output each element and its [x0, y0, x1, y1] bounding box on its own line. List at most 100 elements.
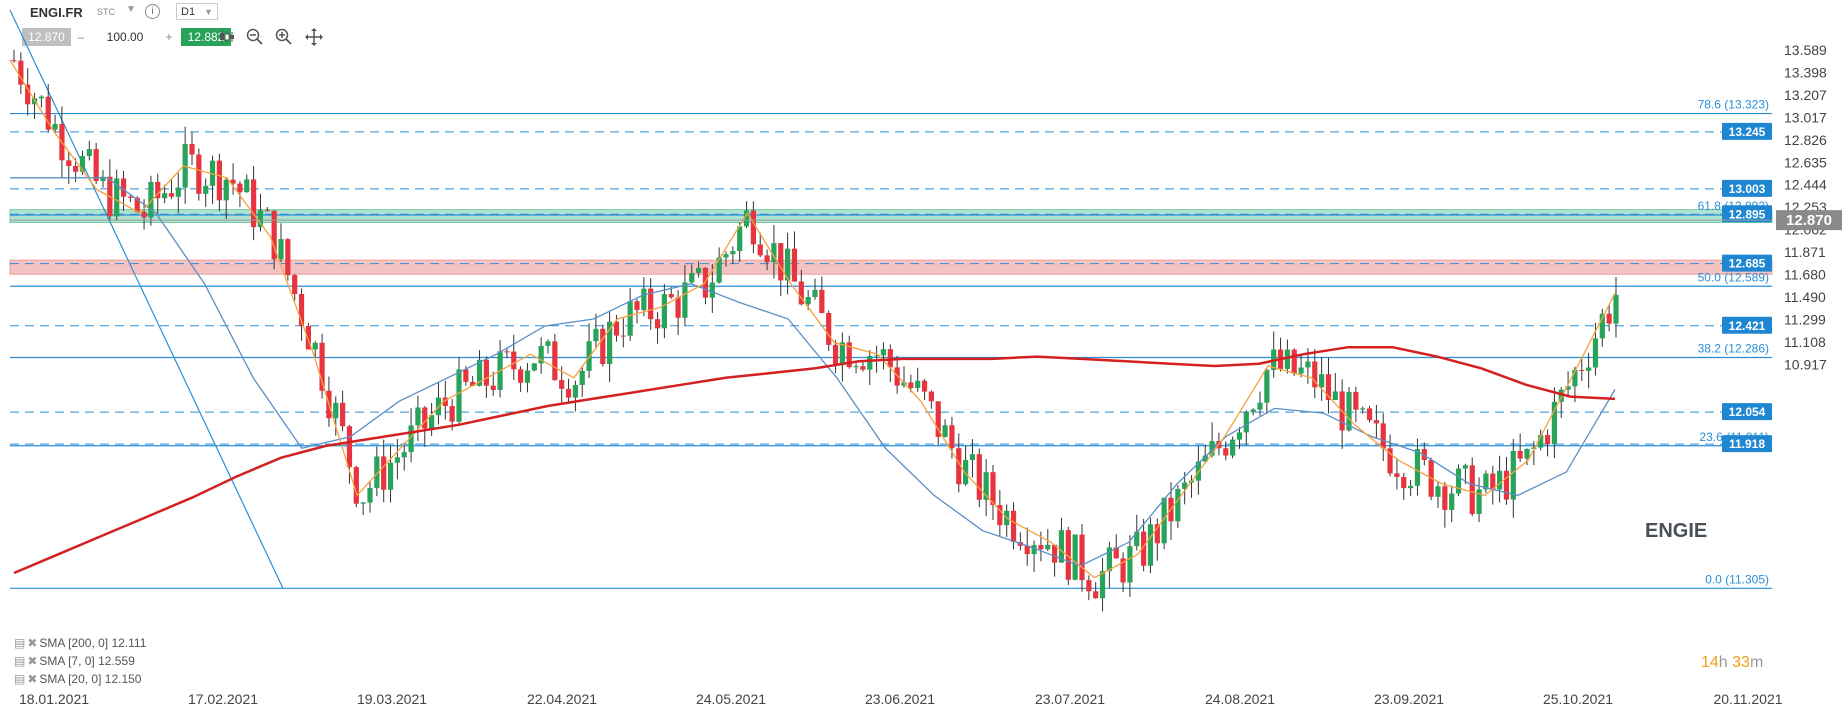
y-tick-label: 10.917: [1784, 356, 1827, 372]
bullish-candle: [1127, 546, 1133, 583]
bullish-candle: [737, 226, 743, 252]
bearish-candle: [675, 297, 681, 318]
y-tick-label: 12.444: [1784, 177, 1827, 193]
zoom-in-icon[interactable]: [275, 28, 292, 45]
y-tick-label: 13.589: [1784, 42, 1827, 58]
bullish-candle: [1497, 470, 1503, 490]
timer-hours-unit: h: [1718, 654, 1728, 671]
level-tag: [1722, 435, 1772, 453]
x-tick-label: 22.04.2021: [527, 691, 597, 707]
bullish-candle: [1599, 313, 1605, 339]
bullish-candle: [374, 456, 380, 489]
bullish-candle: [1565, 386, 1571, 390]
remove-indicator-icon[interactable]: ✖: [27, 636, 38, 650]
symbol-label[interactable]: ENGI.FR: [30, 5, 83, 20]
bearish-candle: [928, 391, 934, 402]
bearish-candle: [1544, 435, 1551, 445]
crosshair-icon[interactable]: [305, 28, 323, 46]
x-tick-label: 24.05.2021: [696, 691, 766, 707]
bullish-candle: [839, 342, 845, 364]
candle-timer: 14h 33m: [1701, 654, 1763, 672]
bearish-candle: [1606, 313, 1612, 324]
bearish-candle: [1038, 545, 1044, 550]
bullish-candle: [203, 185, 209, 194]
bullish-candle: [162, 193, 168, 199]
bullish-candle: [1202, 455, 1208, 462]
symbol-dropdown-icon[interactable]: ▼: [126, 4, 136, 15]
bearish-candle: [826, 312, 832, 345]
bullish-candle: [1483, 473, 1489, 490]
bearish-candle: [251, 179, 257, 228]
candles: [11, 49, 1619, 612]
level-tag-label: 13.245: [1729, 125, 1766, 139]
bullish-candle: [579, 370, 585, 385]
remove-indicator-icon[interactable]: ✖: [27, 672, 38, 686]
bearish-candle: [196, 154, 202, 194]
bearish-candle: [470, 381, 476, 386]
info-icon[interactable]: i: [145, 4, 160, 19]
bullish-candle: [415, 407, 421, 426]
bullish-candle: [1031, 545, 1037, 555]
bearish-candle: [1353, 391, 1359, 410]
indicator-icon: ▤: [14, 636, 26, 650]
bullish-candle: [148, 181, 154, 218]
bullish-candle: [1298, 367, 1304, 374]
bearish-candle: [1401, 476, 1407, 489]
buy-price-button[interactable]: 12.882: [181, 28, 231, 46]
bearish-candle: [1120, 558, 1126, 583]
bearish-candle: [1387, 448, 1393, 474]
bearish-candle: [887, 349, 893, 368]
x-tick-label: 23.07.2021: [1035, 691, 1105, 707]
indicator-legend-sma7: ▤ ✖ SMA [7, 0] 12.559: [14, 654, 135, 668]
candles-icon[interactable]: [219, 29, 235, 45]
x-tick-label: 20.11.2021: [1713, 691, 1782, 707]
bearish-candle: [511, 351, 517, 370]
bullish-candle: [1045, 544, 1051, 550]
bearish-candle: [1010, 510, 1017, 543]
bearish-candle: [976, 454, 982, 500]
bullish-candle: [1182, 482, 1188, 489]
bullish-candle: [1510, 450, 1516, 500]
bullish-candle: [607, 321, 613, 365]
y-tick-label: 11.108: [1784, 334, 1826, 350]
y-tick-label: 11.680: [1784, 267, 1826, 283]
bearish-candle: [1421, 449, 1427, 460]
bearish-candle: [216, 160, 222, 201]
bearish-candle: [819, 289, 825, 313]
remove-indicator-icon[interactable]: ✖: [27, 654, 38, 668]
bullish-candle: [942, 425, 948, 437]
timeframe-select[interactable]: D1 ▼: [176, 3, 218, 20]
bearish-candle: [1312, 361, 1318, 388]
bearish-candle: [1442, 486, 1448, 510]
fib-label: 50.0 (12.589): [1698, 270, 1769, 284]
current-price-tag: [1776, 210, 1842, 231]
level-tag: [1722, 254, 1772, 272]
bullish-candle: [429, 415, 435, 429]
bullish-candle: [175, 187, 181, 197]
bearish-candle: [778, 243, 784, 281]
bearish-candle: [832, 344, 839, 364]
bullish-candle: [1175, 488, 1181, 522]
bullish-candle: [1257, 402, 1263, 410]
bearish-candle: [1079, 534, 1085, 581]
quantity-field[interactable]: 100.00: [106, 30, 144, 44]
indicator-label: SMA [200, 0] 12.111: [39, 636, 147, 650]
bullish-candle: [1551, 401, 1557, 445]
bearish-candle: [1394, 473, 1400, 477]
zoom-out-icon[interactable]: [246, 28, 263, 45]
decrease-quantity-button[interactable]: –: [77, 30, 85, 44]
timeframe-value: D1: [181, 6, 196, 18]
fib-trend-line: [9, 9, 284, 589]
bearish-candle: [949, 425, 955, 449]
bullish-candle: [696, 267, 702, 273]
bearish-candle: [1366, 408, 1373, 421]
bullish-candle: [1332, 391, 1338, 401]
bullish-candle: [538, 345, 544, 364]
increase-quantity-button[interactable]: +: [165, 30, 173, 44]
x-tick-label: 23.09.2021: [1374, 691, 1444, 707]
bullish-candle: [1524, 448, 1530, 459]
x-tick-label: 17.02.2021: [188, 691, 258, 707]
sell-price-button[interactable]: 12.870: [22, 28, 71, 46]
bearish-candle: [1517, 450, 1523, 459]
